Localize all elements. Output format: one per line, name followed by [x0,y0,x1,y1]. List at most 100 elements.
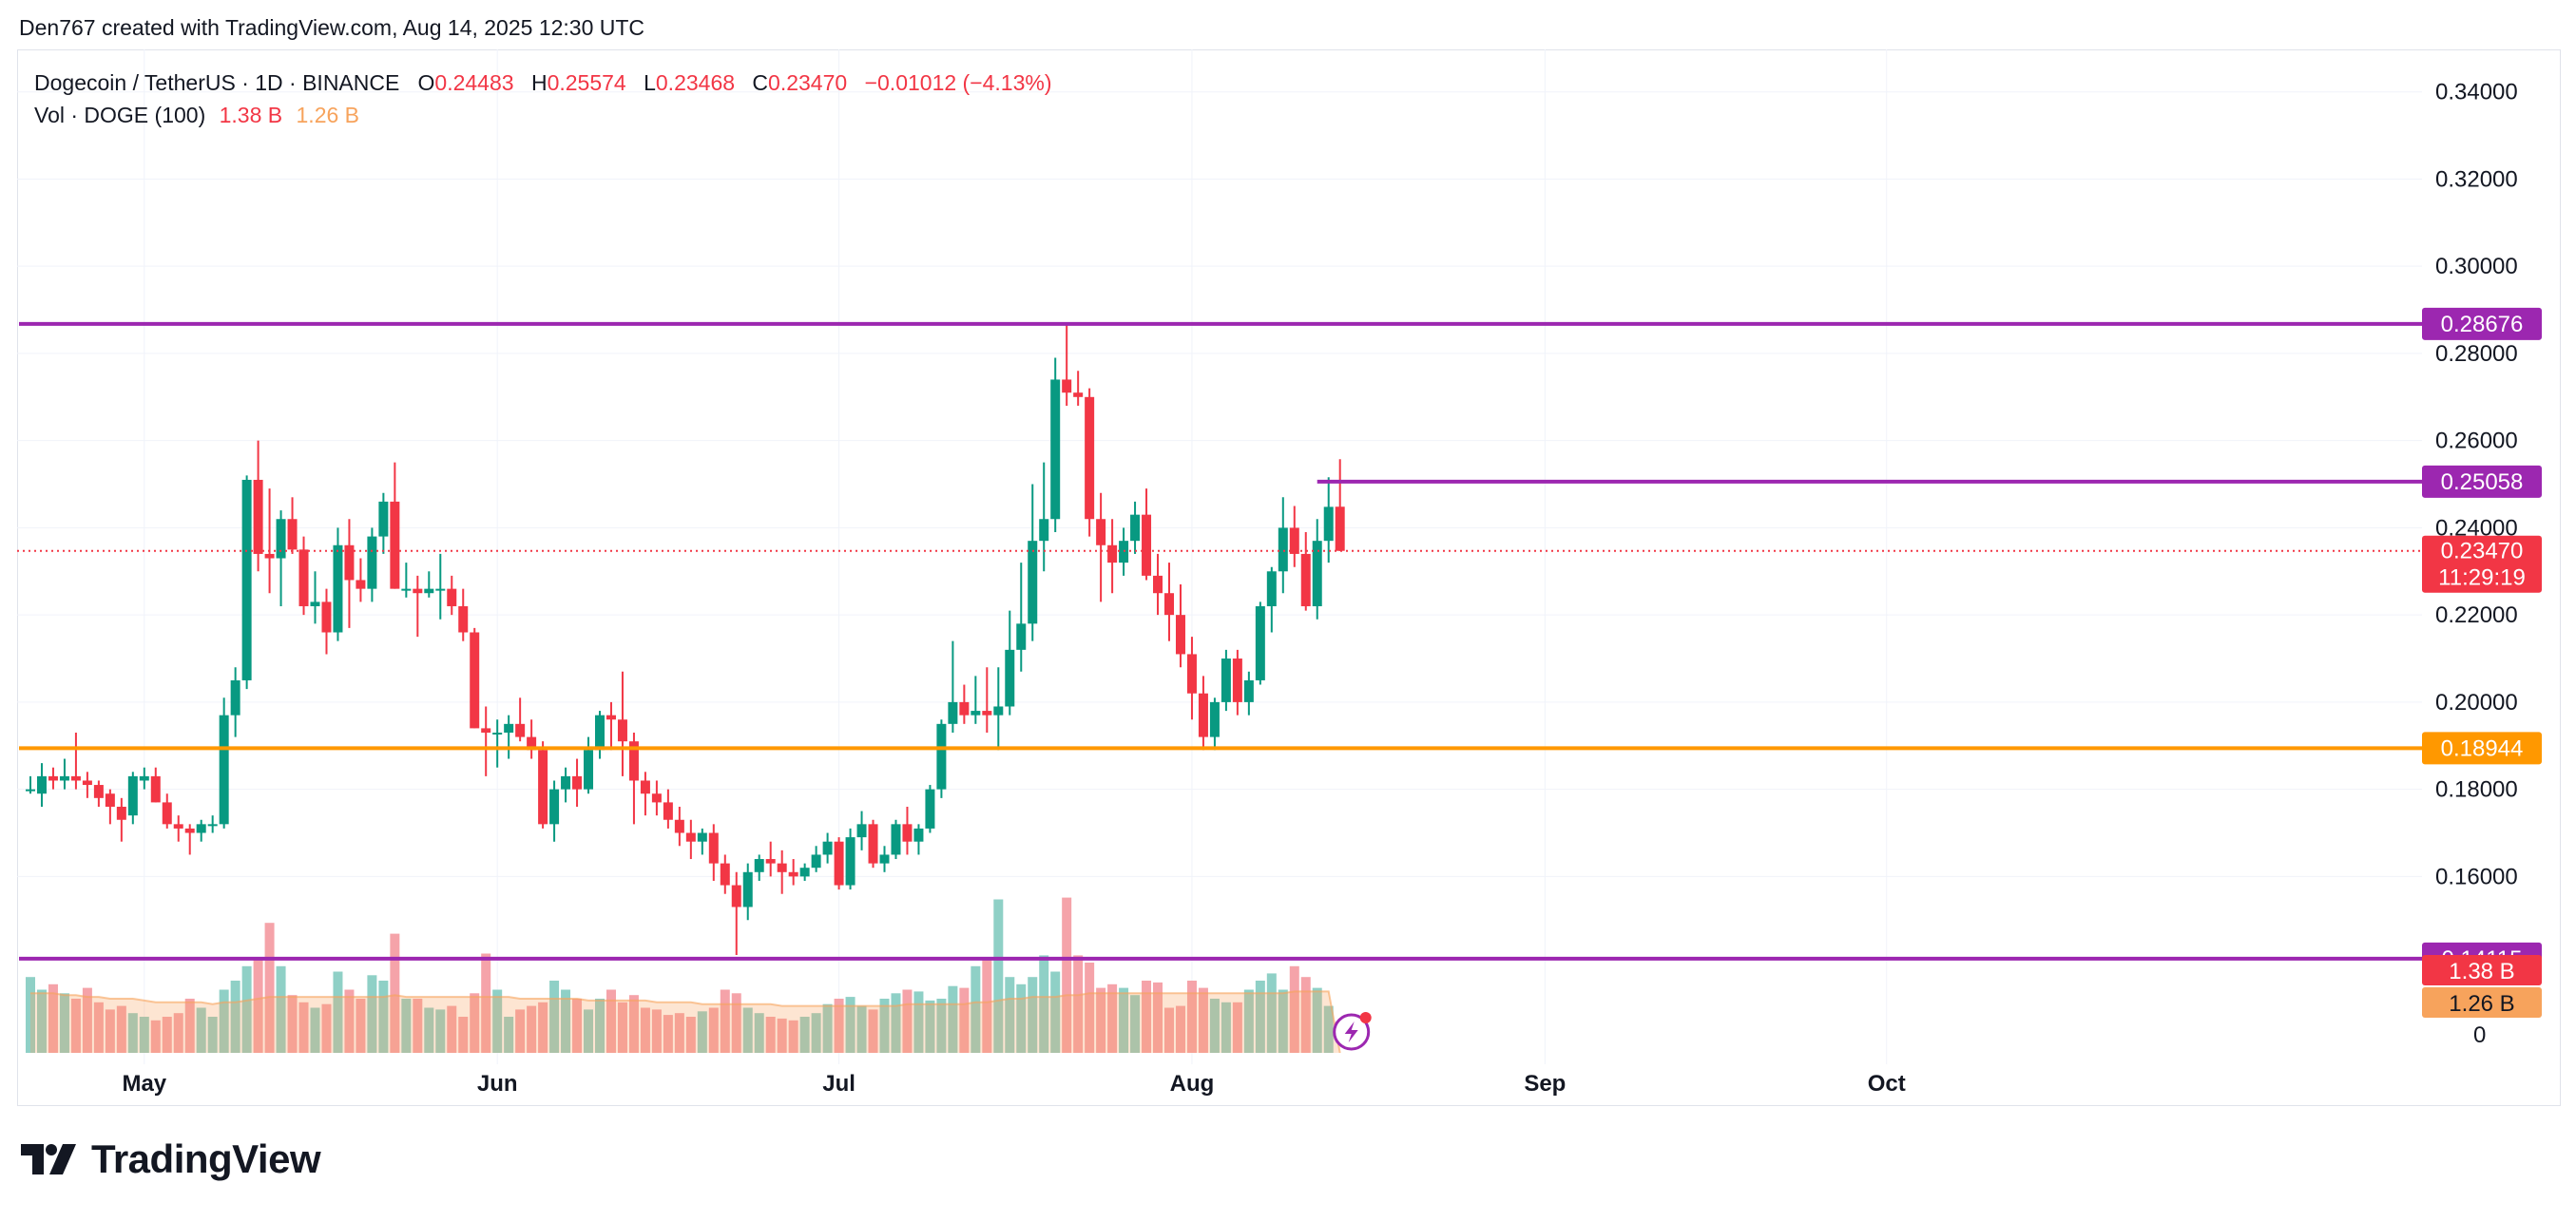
volume-bar [993,899,1004,1053]
candle-body [253,479,263,554]
volume-bar [321,1003,332,1053]
volume-bar [447,1005,457,1053]
volume-bar [606,989,616,1053]
candle-body [1278,527,1288,572]
y-tick-label: 0.28000 [2435,341,2518,367]
candle-body [742,871,753,907]
volume-bar [230,981,240,1053]
candle-body [959,701,970,716]
y-tick-label: 0.34000 [2435,80,2518,105]
candle-body [925,789,935,829]
volume-bar [344,989,355,1053]
candle-body [36,775,47,794]
candle-body [470,632,480,729]
volume-bar [788,1020,798,1053]
volume-bar [82,987,92,1053]
candle-body [1085,396,1095,520]
candle-body [219,715,229,825]
volume-bar [367,975,377,1053]
volume-bar [1073,955,1084,1053]
volume-bar [241,965,252,1053]
candle-body [447,588,457,606]
candle-body [720,863,730,886]
volume-bar [595,999,605,1053]
candles-layer [26,323,1345,955]
candle-body [731,885,741,907]
volume-bar [1028,977,1038,1053]
volume-bar [856,1005,867,1053]
candle-body [127,775,138,816]
volume-bar [754,1013,764,1053]
flash-icon-layer [1333,1012,1372,1051]
volume-bar [1312,987,1322,1053]
volume-bar [538,1002,548,1053]
open-value: 0.24483 [434,70,514,95]
candle-body [1073,392,1084,397]
volume-bar [1243,989,1254,1053]
volume-bar [742,1007,753,1053]
candle-body [344,544,355,581]
candle-body [902,824,913,842]
candle-body [356,580,366,589]
chart-frame[interactable] [17,49,2561,1106]
volume-bar [527,1005,537,1053]
candle-body [298,549,309,606]
candle-body [26,789,35,792]
candle-body [173,824,183,829]
tradingview-brand[interactable]: TradingView [21,1136,321,1182]
volume-bar [1130,995,1141,1053]
volume-bar [959,987,970,1053]
close-label: C [752,70,769,95]
volume-bar [1198,987,1208,1053]
candle-body [1209,701,1220,737]
volume-bar [1300,977,1311,1053]
candle-body [1255,605,1265,680]
volume-bar [401,999,412,1053]
price-chart[interactable]: 0.340000.320000.300000.280000.260000.240… [0,0,2576,1121]
candle-body [948,701,958,724]
candle-body [1221,659,1231,702]
volume-bar [26,977,35,1053]
candle-body [595,715,605,751]
level-badge-0.18944-bg [2422,732,2542,765]
candle-body [310,601,320,606]
volume-bar [1289,965,1299,1053]
candle-body [708,832,719,864]
volume-bar [1153,982,1163,1053]
axes-layer: 0.340000.320000.300000.280000.260000.240… [122,80,2517,1097]
candle-body [1142,514,1152,576]
volume-bar [674,1013,684,1053]
volume-bar [458,1017,469,1053]
y-tick-label: 0.32000 [2435,166,2518,192]
candle-body [321,601,332,633]
tradingview-logo-icon [21,1144,76,1174]
volume-label[interactable]: Vol · DOGE (100) [34,103,206,127]
volume-bar [765,1017,776,1053]
levels-layer [17,321,2422,961]
volume-bar [413,999,423,1053]
volume-bar [287,995,298,1053]
candle-body [48,775,58,781]
volume-bar [481,953,491,1053]
candle-body [458,605,469,633]
candle-body [1016,623,1027,650]
candle-body [982,711,992,716]
candle-body [230,679,240,716]
volume-bar [799,1017,810,1053]
symbol-title[interactable]: Dogecoin / TetherUS · 1D · BINANCE [34,70,400,95]
candle-body [93,785,104,798]
y-tick-label: 0.18000 [2435,777,2518,803]
candle-body [845,837,855,886]
candle-body [287,519,298,550]
volume-bar [971,965,981,1053]
volume-bar [378,981,389,1053]
volume-bar [424,1007,434,1053]
candle-body [424,588,434,594]
volume-bar [584,1009,594,1053]
x-tick-label: Aug [1170,1071,1215,1097]
candle-body [1153,575,1163,594]
low-label: L [644,70,656,95]
volume-bar [162,1017,172,1053]
last-price-value: 0.23470 [2441,539,2524,564]
level-badge-0.25058-bg [2422,465,2542,498]
